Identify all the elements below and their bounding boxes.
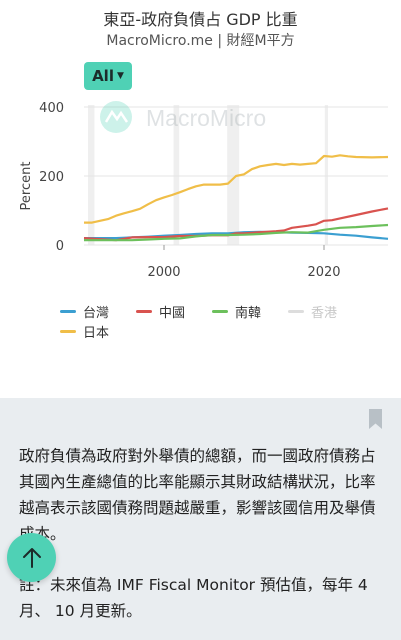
legend-label: 中國 bbox=[159, 305, 186, 321]
chart-source: MacroMicro.me | 財經M平方 bbox=[106, 33, 295, 49]
legend-label: 南韓 bbox=[235, 305, 262, 321]
legend-item-taiwan[interactable]: 台灣 bbox=[60, 302, 110, 321]
legend-item-hongkong[interactable]: 香港 bbox=[288, 302, 338, 321]
legend-label: 台灣 bbox=[83, 305, 110, 321]
y-tick-label: 0 bbox=[56, 239, 64, 254]
chart-title: 東亞-政府負債占 GDP 比重 bbox=[103, 10, 298, 29]
chart-description: 政府負債為政府對外舉債的總額，而一國政府債務占其國內生產總值的比率能顯示其財政結… bbox=[19, 447, 376, 543]
watermark-logo: MacroMicro bbox=[100, 101, 266, 133]
series-line-china[interactable] bbox=[83, 207, 389, 242]
legend-item-korea[interactable]: 南韓 bbox=[212, 302, 262, 321]
legend-item-japan[interactable]: 日本 bbox=[60, 322, 110, 341]
info-panel: 政府負債為政府對外舉債的總額，而一國政府債務占其國內生產總值的比率能顯示其財政結… bbox=[0, 398, 401, 640]
legend-label: 日本 bbox=[83, 325, 110, 341]
recession-band bbox=[173, 105, 180, 245]
series-line-japan[interactable] bbox=[84, 154, 389, 224]
recession-band bbox=[324, 105, 328, 245]
legend-swatch bbox=[212, 309, 228, 313]
legend-item-china[interactable]: 中國 bbox=[136, 302, 186, 321]
y-tick-label: 200 bbox=[39, 170, 64, 185]
legend-swatch bbox=[60, 329, 76, 333]
series-line-korea[interactable] bbox=[84, 223, 389, 242]
range-dropdown-button[interactable]: All ▼ bbox=[84, 62, 132, 90]
legend-swatch bbox=[136, 309, 152, 313]
x-tick-label: 2020 bbox=[307, 265, 340, 280]
legend-swatch bbox=[60, 309, 76, 313]
range-dropdown-label: All bbox=[92, 67, 114, 85]
caret-down-icon: ▼ bbox=[116, 71, 124, 81]
x-tick-label: 2000 bbox=[147, 265, 180, 280]
scroll-to-top-button[interactable] bbox=[7, 533, 56, 582]
bookmark-icon[interactable] bbox=[368, 409, 383, 429]
arrow-up-icon bbox=[22, 547, 41, 568]
recession-band bbox=[88, 105, 95, 245]
svg-text:MacroMicro: MacroMicro bbox=[146, 105, 266, 131]
chart-note: 註：未來值為 IMF Fiscal Monitor 預估值，每年 4月、 10 … bbox=[19, 576, 368, 620]
recession-band bbox=[227, 105, 240, 245]
legend-label: 香港 bbox=[311, 305, 338, 321]
chart-panel: 東亞-政府負債占 GDP 比重 MacroMicro.me | 財經M平方 Al… bbox=[0, 10, 401, 341]
legend-swatch bbox=[288, 309, 304, 313]
line-chart[interactable]: 0 200 400 2000 2020 Percent MacroMicro bbox=[0, 92, 401, 292]
y-tick-label: 400 bbox=[39, 101, 64, 116]
y-axis-label: Percent bbox=[19, 162, 34, 211]
